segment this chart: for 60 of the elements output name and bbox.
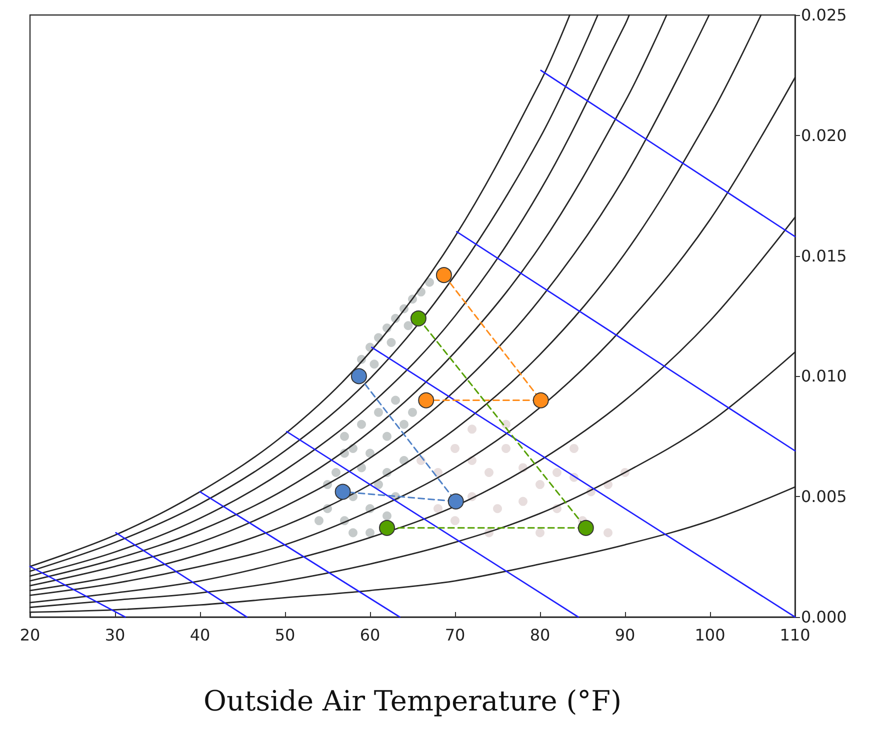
point (552, 468, 562, 478)
point (348, 528, 358, 538)
point (468, 424, 476, 434)
point (536, 480, 544, 490)
y-tick-label: 0.015 (801, 246, 847, 266)
point (379, 520, 395, 536)
point (408, 408, 417, 417)
line-series (29, 486, 796, 613)
point (400, 420, 408, 429)
point (450, 516, 460, 526)
x-tick-label: 50 (274, 626, 296, 644)
point (493, 504, 502, 514)
point (382, 511, 392, 520)
point (434, 504, 442, 514)
point (536, 528, 544, 538)
point (404, 321, 413, 330)
point (374, 480, 383, 490)
point (382, 432, 392, 441)
line-series (29, 216, 796, 604)
point (410, 310, 426, 326)
point (370, 360, 379, 369)
point (418, 392, 434, 408)
x-tick-label: 110 (780, 626, 810, 644)
point (374, 408, 383, 417)
x-axis-title: Outside Air Temperature (°F) (203, 684, 622, 718)
y-tick-label: 0.000 (801, 608, 847, 626)
x-tick-label: 90 (614, 626, 636, 644)
y-tick-label: 0.020 (801, 126, 847, 145)
point (366, 528, 374, 538)
point (314, 516, 324, 526)
line-series (29, 76, 796, 596)
point (532, 392, 549, 408)
point (484, 468, 494, 478)
point (502, 444, 510, 453)
point (425, 278, 434, 287)
point (450, 444, 460, 453)
point (578, 520, 594, 536)
point (448, 493, 464, 510)
x-tick-label: 80 (530, 626, 550, 644)
point (604, 528, 612, 538)
x-tick-label: 70 (444, 626, 466, 644)
line-series (29, 351, 796, 608)
point (386, 338, 396, 347)
point (350, 368, 367, 384)
point (357, 420, 366, 429)
point (340, 432, 349, 441)
x-tick-label: 40 (190, 626, 210, 644)
y-tick-label: 0.010 (801, 366, 847, 386)
point (518, 496, 528, 506)
y-tick-label: 0.005 (801, 487, 847, 506)
x-tick-label: 60 (360, 626, 380, 644)
x-tick-label: 20 (20, 626, 40, 644)
point (391, 396, 400, 405)
y-tick-label: 0.025 (801, 6, 847, 24)
point (332, 468, 340, 478)
point (436, 267, 452, 284)
point (334, 484, 351, 500)
x-tick-label: 100 (694, 626, 726, 644)
x-tick-label: 30 (104, 626, 126, 644)
point (570, 444, 578, 453)
